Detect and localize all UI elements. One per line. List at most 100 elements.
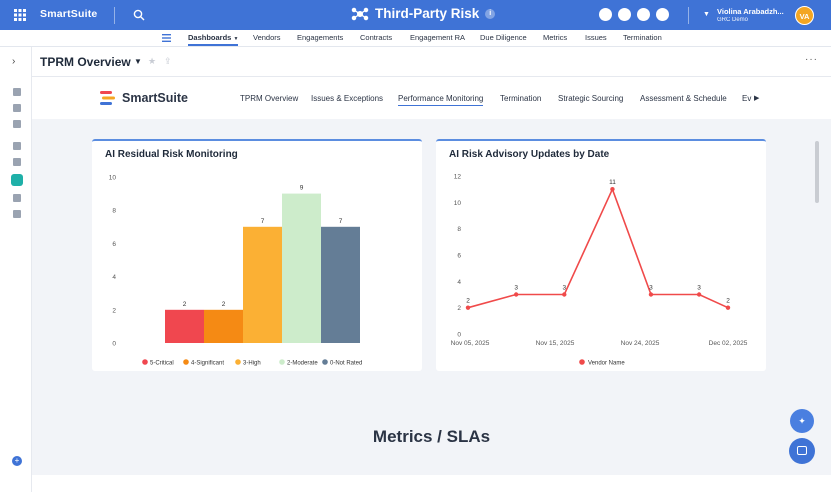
- data-point: [465, 305, 471, 310]
- legend-entry: 0-Not Rated: [330, 361, 362, 367]
- nav-item-metrics[interactable]: Metrics: [543, 33, 568, 42]
- data-label: 2: [222, 301, 226, 308]
- data-label: 3: [562, 285, 566, 292]
- y-tick-label: 0: [457, 332, 461, 339]
- bar: [321, 226, 360, 343]
- check-icon[interactable]: [637, 8, 650, 21]
- smartsuite-logo-icon: [100, 91, 115, 105]
- tab-issues-exceptions[interactable]: Issues & Exceptions: [311, 94, 384, 103]
- data-label: 2: [726, 298, 730, 305]
- chart-card-advisory-updates: AI Risk Advisory Updates by Date 0 2 4 6 8 10…: [436, 139, 766, 371]
- smiley-icon[interactable]: [599, 8, 612, 21]
- menu-icon[interactable]: [162, 34, 171, 42]
- bar: [165, 309, 204, 343]
- add-icon[interactable]: +: [12, 456, 22, 466]
- top-bar: SmartSuite Third-Party Risk i ▼ Violina …: [0, 0, 831, 30]
- x-tick-label: Nov 24, 2025: [621, 340, 660, 347]
- data-label: 7: [339, 218, 343, 225]
- brand-name[interactable]: SmartSuite: [40, 8, 98, 20]
- left-rail: › +: [0, 47, 32, 492]
- more-options-icon[interactable]: ···: [805, 54, 818, 65]
- nav-bar: Dashboards ▼ Vendors Engagements Contrac…: [0, 30, 831, 47]
- chat-icon: [797, 446, 807, 455]
- app-title-text: Third-Party Risk: [375, 6, 480, 21]
- star-icon[interactable]: [618, 8, 631, 21]
- bar: [282, 193, 321, 343]
- search-icon[interactable]: [133, 9, 145, 21]
- divider: [114, 7, 115, 24]
- y-tick-label: 4: [112, 274, 116, 281]
- nav-item-contracts[interactable]: Contracts: [360, 33, 393, 42]
- chart-card-residual-risk: AI Residual Risk Monitoring 0 2 4 6 8 10 2 2 7 9 7…: [92, 139, 422, 371]
- nav-item-dashboards[interactable]: Dashboards ▼: [188, 33, 239, 42]
- tree-icon[interactable]: [13, 194, 21, 202]
- dashboard-tabs: SmartSuite TPRM Overview Issues & Except…: [32, 77, 831, 119]
- folder-icon[interactable]: [13, 120, 21, 128]
- data-point: [648, 292, 654, 297]
- star-icon[interactable]: ★: [148, 56, 157, 66]
- nav-item-issues[interactable]: Issues: [585, 33, 607, 42]
- document-icon[interactable]: [13, 88, 21, 96]
- legend-swatch: [235, 359, 241, 365]
- page-title[interactable]: TPRM Overview: [40, 55, 131, 69]
- y-tick-label: 2: [112, 307, 116, 314]
- chevron-down-icon[interactable]: ▼: [134, 57, 142, 66]
- data-label: 7: [261, 218, 265, 225]
- info-icon[interactable]: i: [485, 8, 496, 19]
- bar: [204, 309, 243, 343]
- legend-swatch: [142, 359, 148, 365]
- y-tick-label: 12: [454, 174, 462, 181]
- tree-icon[interactable]: [13, 104, 21, 112]
- legend-entry: Vendor Name: [588, 361, 625, 367]
- share-icon[interactable]: ⇪: [164, 56, 172, 66]
- series-line: [467, 187, 729, 309]
- y-tick-label: 2: [457, 305, 461, 312]
- data-label: 3: [697, 285, 701, 292]
- sparkle-icon: ✦: [798, 416, 806, 426]
- y-tick-label: 6: [112, 241, 116, 248]
- apps-grid-icon[interactable]: [14, 9, 26, 21]
- dashboard-icon[interactable]: [11, 174, 23, 186]
- chevron-down-icon[interactable]: ▼: [703, 11, 710, 18]
- folder-icon[interactable]: [13, 158, 21, 166]
- avatar[interactable]: VA: [795, 6, 814, 25]
- nav-item-due-diligence[interactable]: Due Diligence: [480, 33, 527, 42]
- tab-tprm-overview[interactable]: TPRM Overview: [240, 94, 299, 103]
- nav-active-indicator: [188, 44, 238, 46]
- bottom-strip: [32, 475, 831, 492]
- ai-assistant-button[interactable]: ✦: [790, 409, 814, 433]
- legend-entry: 5-Critical: [150, 361, 174, 367]
- data-label: 3: [649, 285, 653, 292]
- y-tick-label: 8: [457, 226, 461, 233]
- tab-termination[interactable]: Termination: [500, 94, 542, 103]
- hub-icon: [351, 7, 369, 20]
- scroll-right-icon[interactable]: ▶: [754, 95, 760, 102]
- app-title[interactable]: Third-Party Risk i: [351, 6, 496, 21]
- folder-icon[interactable]: [13, 142, 21, 150]
- x-tick-label: Nov 05, 2025: [451, 340, 490, 347]
- y-tick-label: 4: [457, 279, 461, 286]
- tab-strategic-sourcing[interactable]: Strategic Sourcing: [558, 94, 624, 103]
- chat-button[interactable]: [789, 438, 815, 464]
- chevron-right-icon[interactable]: ›: [12, 56, 16, 67]
- nav-item-vendors[interactable]: Vendors: [253, 33, 281, 42]
- chart-title: AI Risk Advisory Updates by Date: [449, 149, 610, 160]
- scrollbar[interactable]: [815, 141, 819, 203]
- tab-assessment-schedule[interactable]: Assessment & Schedule: [640, 94, 727, 103]
- x-tick-label: Dec 02, 2025: [709, 340, 748, 347]
- divider: [688, 7, 689, 24]
- data-label: 2: [466, 298, 470, 305]
- data-point: [562, 292, 567, 297]
- user-name[interactable]: Violina Arabadzh...: [717, 7, 784, 16]
- legend-entry: 2-Moderate: [287, 361, 318, 367]
- user-org: GRC Demo: [717, 17, 749, 23]
- tab-overflow[interactable]: Ev: [742, 94, 752, 103]
- nav-item-engagements[interactable]: Engagements: [297, 33, 344, 42]
- legend-swatch: [183, 359, 189, 365]
- bell-icon[interactable]: [656, 8, 669, 21]
- data-label: 2: [183, 301, 187, 308]
- tab-performance-monitoring[interactable]: Performance Monitoring: [398, 94, 484, 106]
- nav-item-engagement-ra[interactable]: Engagement RA: [410, 33, 466, 42]
- tree-icon[interactable]: [13, 210, 21, 218]
- nav-item-termination[interactable]: Termination: [623, 33, 662, 42]
